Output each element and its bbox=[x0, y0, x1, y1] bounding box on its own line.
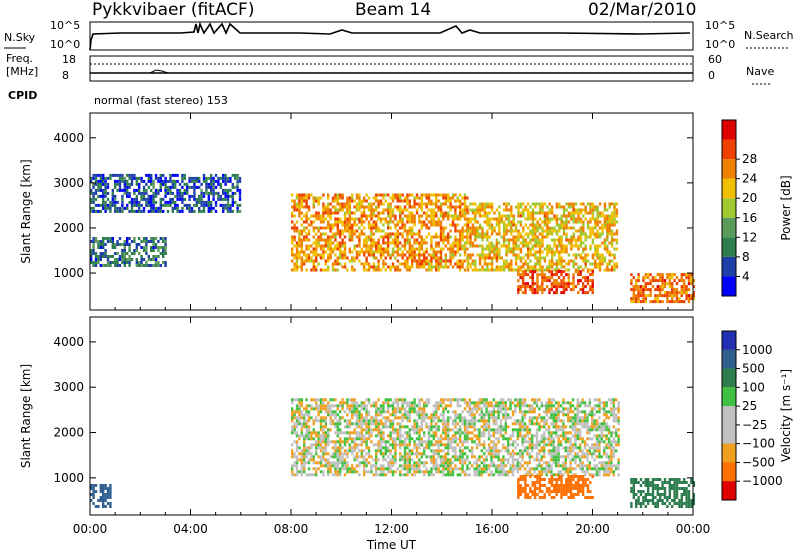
colorbar-swatch bbox=[722, 368, 736, 388]
colorbar-tick-label: 500 bbox=[742, 362, 765, 376]
y-tick-label: 4000 bbox=[53, 335, 84, 349]
y-tick-label: 1000 bbox=[53, 266, 84, 280]
freq-tick-low: 8 bbox=[62, 69, 69, 82]
data-region bbox=[291, 398, 620, 477]
colorbar-tick-label: −25 bbox=[742, 418, 767, 432]
nsky-trace bbox=[89, 21, 691, 51]
nave-tick-high: 60 bbox=[708, 53, 722, 66]
colorbar-tick-label: 20 bbox=[742, 191, 757, 205]
x-tick-label: 12:00 bbox=[374, 522, 409, 536]
x-tick-label: 04:00 bbox=[173, 522, 208, 536]
y-tick-label: 3000 bbox=[53, 380, 84, 394]
colorbar: 4 8 12 16 20 24 28 Power [dB] bbox=[721, 119, 793, 297]
colorbar-tick-label: 8 bbox=[742, 250, 750, 264]
colorbar-swatch bbox=[722, 443, 736, 463]
date-label: 02/Mar/2010 bbox=[588, 0, 697, 20]
colorbar-swatch bbox=[722, 178, 736, 199]
data-region bbox=[466, 202, 619, 272]
colorbar-tick-label: −500 bbox=[742, 455, 775, 469]
beam-label: Beam 14 bbox=[355, 0, 432, 20]
x-tick-label: 00:00 bbox=[73, 522, 108, 536]
x-tick-label: 08:00 bbox=[274, 522, 309, 536]
x-axis-label: Time UT bbox=[366, 538, 417, 552]
colorbar-tick-label: 25 bbox=[742, 399, 757, 413]
colorbar-tick-label: −100 bbox=[742, 437, 775, 451]
data-region bbox=[90, 173, 242, 213]
colorbar-tick-label: 28 bbox=[742, 152, 757, 166]
y-tick-label: 2000 bbox=[53, 426, 84, 440]
y-tick-label: 2000 bbox=[53, 221, 84, 235]
data-region bbox=[90, 484, 112, 508]
colorbar: 1000 500 100 25 −25 −100 −500 −1000 Velocity [m … bbox=[721, 330, 793, 501]
freq-label: Freq. bbox=[6, 52, 34, 65]
data-region bbox=[517, 475, 594, 499]
colorbar-swatch bbox=[722, 349, 736, 369]
colorbar-swatch bbox=[722, 139, 736, 160]
y-axis-label: Slant Range [km] bbox=[19, 364, 33, 468]
colorbar-tick-label: 1000 bbox=[742, 343, 773, 357]
nsky-tick-high: 10^5 bbox=[50, 19, 81, 32]
colorbar-swatch bbox=[722, 331, 736, 350]
freq-tick-high: 18 bbox=[62, 53, 76, 66]
colorbar-label: Velocity [m s⁻¹] bbox=[779, 369, 793, 462]
power-panel: 1000 2000 3000 4000 Slant Range [km] bbox=[19, 112, 695, 311]
x-tick-label: 00:00 bbox=[676, 522, 711, 536]
colorbar-tick-label: 12 bbox=[742, 230, 757, 244]
nsearch-tick-high: 10^5 bbox=[705, 19, 736, 32]
colorbar-tick-label: 100 bbox=[742, 380, 765, 394]
y-axis-label: Slant Range [km] bbox=[19, 159, 33, 263]
colorbar-swatch bbox=[722, 198, 736, 218]
colorbar-swatch bbox=[722, 217, 736, 238]
colorbar-label: Power [dB] bbox=[779, 175, 793, 240]
data-region bbox=[90, 237, 167, 267]
colorbar-swatch bbox=[722, 159, 736, 179]
colorbar-swatch bbox=[722, 406, 736, 425]
nsky-label: N.Sky bbox=[4, 31, 36, 44]
x-tick-label: 16:00 bbox=[475, 522, 510, 536]
data-region bbox=[630, 478, 695, 508]
colorbar-swatch bbox=[722, 387, 736, 407]
colorbar-swatch bbox=[722, 120, 736, 140]
colorbar-swatch bbox=[722, 481, 736, 500]
colorbar-swatch bbox=[722, 237, 736, 257]
data-region bbox=[630, 273, 695, 304]
cpid-text: normal (fast stereo) 153 bbox=[94, 94, 228, 107]
freq-panel-frame bbox=[89, 55, 694, 82]
colorbar-swatch bbox=[722, 424, 736, 444]
colorbar-tick-label: 4 bbox=[742, 269, 750, 283]
velocity-panel: 1000 2000 3000 4000 00:00 04:00 08:00 12:00 16:0… bbox=[19, 316, 711, 552]
nave-label: Nave bbox=[746, 65, 775, 78]
radar-title: Pykkvibaer (fitACF) bbox=[92, 0, 255, 20]
colorbar-swatch bbox=[722, 462, 736, 482]
data-region bbox=[291, 193, 469, 272]
nsearch-tick-low: 10^0 bbox=[705, 38, 736, 51]
x-tick-label: 20:00 bbox=[575, 522, 610, 536]
y-tick-label: 3000 bbox=[53, 176, 84, 190]
y-tick-label: 4000 bbox=[53, 131, 84, 145]
colorbar-tick-label: 24 bbox=[742, 172, 757, 186]
colorbars: 4 8 12 16 20 24 28 Power [dB] 1000 500 100 25 −25 −10… bbox=[721, 119, 793, 501]
colorbar-swatch bbox=[722, 256, 736, 277]
nsky-panel-frame bbox=[89, 21, 694, 51]
colorbar-tick-label: 16 bbox=[742, 211, 757, 225]
colorbar-swatch bbox=[722, 276, 736, 296]
nsky-tick-low: 10^0 bbox=[50, 38, 81, 51]
data-region bbox=[517, 270, 594, 295]
nsearch-label: N.Search bbox=[744, 29, 794, 42]
y-tick-label: 1000 bbox=[53, 471, 84, 485]
colorbar-tick-label: −1000 bbox=[742, 474, 783, 488]
freq-unit: [MHz] bbox=[6, 65, 39, 78]
nave-tick-low: 0 bbox=[708, 69, 715, 82]
cpid-label: CPID bbox=[8, 89, 38, 102]
